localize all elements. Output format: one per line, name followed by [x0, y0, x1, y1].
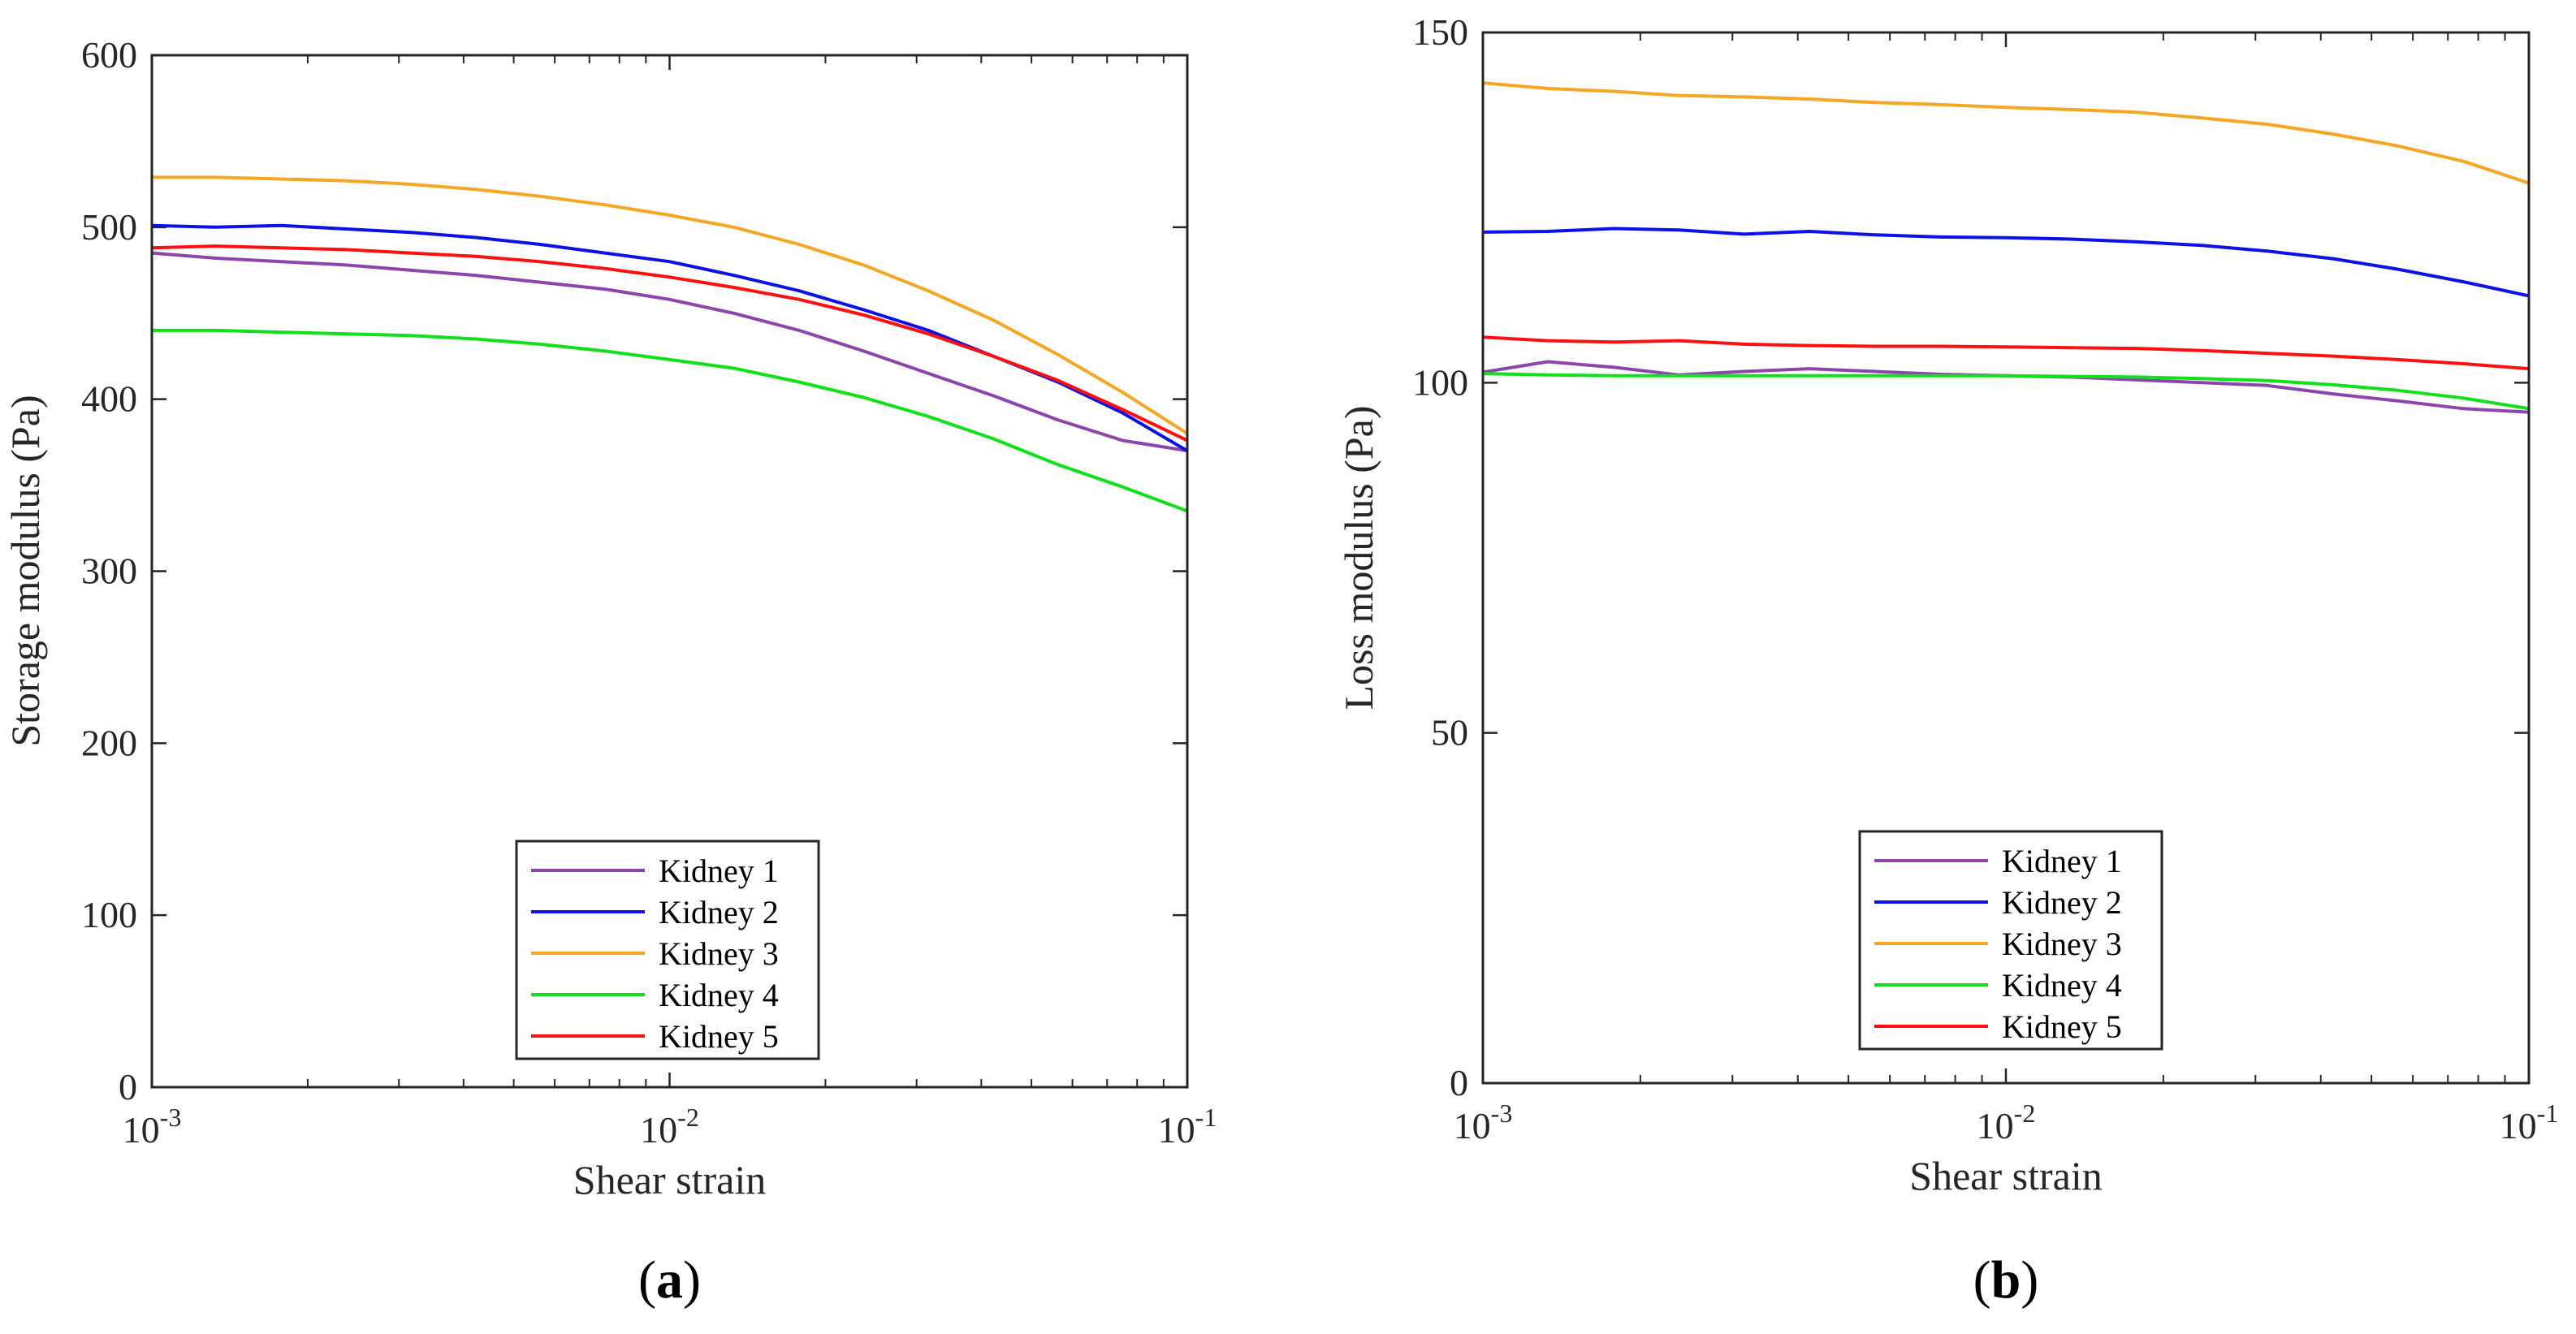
- y-tick-label: 100: [81, 894, 137, 935]
- y-tick-label: 200: [81, 722, 137, 763]
- y-tick-label: 150: [1412, 11, 1468, 53]
- y-tick-label: 0: [1450, 1062, 1468, 1103]
- y-tick-label: 400: [81, 378, 137, 420]
- legend-label: Kidney 4: [2002, 967, 2122, 1004]
- legend-label: Kidney 4: [659, 977, 779, 1013]
- y-axis-label: Storage modulus (Pa): [2, 395, 48, 746]
- legend-label: Kidney 3: [659, 935, 779, 972]
- series-group: [1483, 81, 2529, 414]
- series-line-kidney-1: [152, 251, 1187, 453]
- x-tick-label: 10-1: [2500, 1099, 2559, 1146]
- series-line-kidney-5: [152, 244, 1187, 443]
- series-line-kidney-4: [1483, 372, 2529, 411]
- y-axis-label: Loss modulus (Pa): [1336, 406, 1381, 710]
- series-line-kidney-2: [1483, 227, 2529, 298]
- axes-box: [150, 54, 1189, 1089]
- y-tick-label: 600: [81, 34, 137, 76]
- x-tick-label: 10-3: [1454, 1099, 1513, 1146]
- y-tick-label: 0: [119, 1066, 137, 1107]
- series-line-kidney-5: [1483, 335, 2529, 371]
- legend-label: Kidney 5: [2002, 1008, 2122, 1045]
- panel-label: (b): [1973, 1250, 2039, 1310]
- legend-label: Kidney 2: [2002, 884, 2122, 921]
- x-tick-label: 10-2: [1977, 1099, 2036, 1146]
- axes-box: [1481, 31, 2531, 1085]
- series-line-kidney-3: [1483, 81, 2529, 185]
- legend-label: Kidney 3: [2002, 926, 2122, 962]
- y-tick-label: 100: [1412, 361, 1468, 403]
- y-tick-label: 500: [81, 206, 137, 248]
- series-line-kidney-3: [152, 175, 1187, 435]
- panel-label: (a): [638, 1250, 701, 1310]
- legend-label: Kidney 1: [2002, 843, 2122, 879]
- y-tick-label: 300: [81, 550, 137, 592]
- series-line-kidney-4: [152, 328, 1187, 513]
- legend-box: [515, 840, 820, 1060]
- legend-label: Kidney 1: [659, 853, 779, 889]
- series-group: [152, 175, 1187, 513]
- legend-label: Kidney 5: [659, 1018, 779, 1055]
- y-tick-label: 50: [1431, 712, 1468, 753]
- x-axis-label: Shear strain: [1909, 1153, 2102, 1198]
- chart-panel-a: 10-3 10-2 10-1 0 100 200 300 400 500 600 Shear str…: [2, 34, 1217, 1310]
- legend-box: [1858, 830, 2163, 1051]
- x-tick-label: 10-1: [1158, 1103, 1217, 1151]
- x-axis-label: Shear strain: [573, 1157, 766, 1202]
- legend-label: Kidney 2: [659, 894, 779, 930]
- x-tick-label: 10-2: [640, 1103, 699, 1151]
- chart-panel-b: 10-3 10-2 10-1 0 50 100 150 Shear strain Loss mo…: [1336, 11, 2558, 1310]
- x-tick-label: 10-3: [123, 1103, 182, 1151]
